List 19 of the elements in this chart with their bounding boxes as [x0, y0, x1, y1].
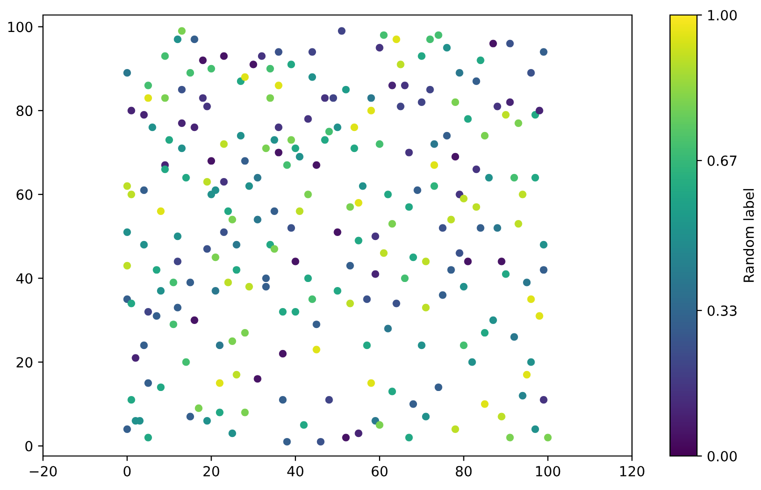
- x-tick-label: −20: [30, 466, 57, 476]
- color-bar-label: 0.67: [708, 156, 736, 166]
- y-tick-label: 40: [16, 273, 32, 284]
- x-tick-label: 0: [124, 466, 131, 476]
- x-tick-label: 60: [372, 466, 388, 476]
- color-bar-label: 0.33: [708, 305, 737, 316]
- x-tick-label: 20: [203, 466, 220, 476]
- x-tick-label: 100: [536, 466, 560, 476]
- color-bar-label: 0.00: [708, 450, 737, 462]
- y-tick-label: 0: [25, 440, 32, 452]
- y-tick-label: 20: [16, 357, 32, 368]
- y-tick-label: 100: [8, 22, 32, 32]
- x-tick-label: 80: [456, 466, 472, 476]
- x-tick-label: 40: [287, 466, 304, 476]
- y-tick-label: 80: [16, 106, 32, 116]
- x-tick-label: 120: [620, 466, 644, 476]
- y-tick-label: 60: [16, 189, 32, 200]
- color-bar-label: 1.00: [708, 10, 737, 20]
- color-bar-title: Random label: [743, 189, 754, 282]
